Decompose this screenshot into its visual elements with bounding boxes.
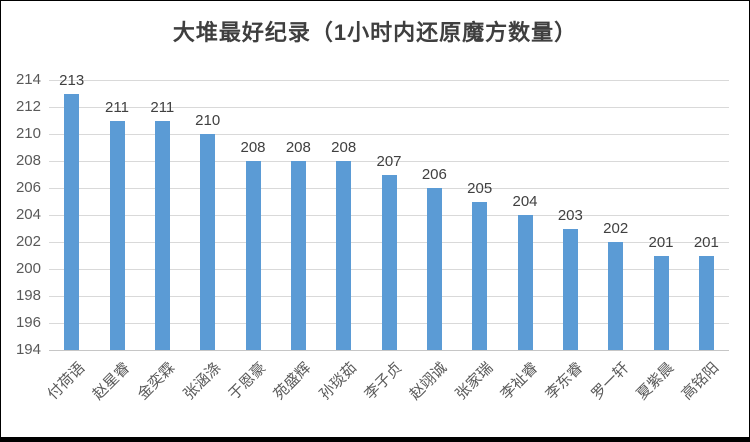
bar-value-label: 204: [512, 193, 538, 210]
x-axis-category-label: 于恩豪: [225, 359, 270, 404]
bar-value-label: 201: [648, 233, 674, 251]
y-axis-tick-label: 200: [15, 260, 41, 277]
bar-value-label: 208: [331, 139, 357, 156]
bar-value-label: 207: [376, 152, 402, 170]
bar-张家瑞: [472, 201, 488, 350]
bar-罗一轩: [608, 242, 624, 350]
gridline: [49, 80, 729, 81]
x-axis-category-label: 金奕霖: [134, 359, 179, 404]
bar-张涵涤: [200, 134, 216, 350]
bar-付荷语: [64, 93, 80, 350]
bar-value-label: 203: [557, 206, 583, 224]
y-axis-tick-label: 210: [15, 125, 41, 142]
bar-value-label: 201: [693, 233, 719, 251]
bar-李子贞: [381, 174, 397, 350]
x-axis-category-label: 李祉睿: [497, 359, 542, 404]
bar-value-label: 210: [195, 112, 221, 129]
y-axis-tick-label: 196: [15, 314, 41, 331]
bar-value-label: 211: [150, 98, 175, 116]
bar-value-label: 208: [240, 139, 266, 156]
gridline: [49, 134, 729, 135]
x-axis-category-label: 罗一轩: [588, 359, 632, 404]
x-axis-category-label: 夏紫晨: [633, 359, 678, 404]
bar-value-label: 213: [59, 71, 85, 89]
bar-苑盛辉: [290, 161, 306, 350]
x-axis-category-label: 苑盛辉: [270, 359, 315, 404]
x-axis-category-label: 付荷语: [44, 359, 88, 404]
bar-value-label: 211: [105, 98, 129, 116]
bar-李祉睿: [517, 215, 533, 350]
x-axis-category-label: 孙琰茹: [316, 359, 360, 404]
x-axis-category-label: 赵星睿: [89, 359, 134, 404]
x-axis-category-label: 李子贞: [361, 359, 406, 404]
bar-value-label: 206: [421, 166, 447, 183]
x-axis-category-label: 高铭阳: [678, 359, 723, 404]
y-axis-tick-label: 202: [15, 233, 41, 250]
x-axis-line: [49, 350, 729, 351]
gridline: [49, 107, 729, 108]
bar-赵星睿: [109, 120, 125, 350]
y-axis-tick-label: 214: [15, 71, 41, 88]
bar-孙琰茹: [336, 161, 352, 350]
y-axis-tick-label: 208: [15, 152, 41, 169]
bar-于恩豪: [245, 161, 261, 350]
x-axis-category-label: 张涵涤: [180, 359, 224, 404]
y-axis-tick-label: 194: [15, 341, 41, 358]
bar-金奕霖: [154, 120, 170, 350]
gridline: [49, 161, 729, 162]
y-axis-tick-label: 206: [15, 179, 41, 196]
bar-value-label: 205: [467, 179, 493, 197]
bar-高铭阳: [698, 255, 714, 350]
bar-value-label: 208: [285, 139, 311, 156]
bar-赵翊诚: [426, 188, 442, 350]
chart-title: 大堆最好纪录（1小时内还原魔方数量）: [172, 20, 578, 45]
bar-夏紫晨: [653, 255, 669, 350]
bar-李东睿: [562, 228, 578, 350]
x-axis-category-label: 李东睿: [542, 359, 587, 404]
x-axis-category-label: 赵翊诚: [406, 359, 451, 404]
y-axis-tick-label: 198: [15, 287, 41, 304]
y-axis-tick-label: 212: [15, 98, 41, 115]
y-axis-tick-label: 204: [15, 206, 41, 223]
x-axis-category-label: 张家瑞: [452, 359, 496, 404]
bar-value-label: 202: [603, 220, 629, 237]
